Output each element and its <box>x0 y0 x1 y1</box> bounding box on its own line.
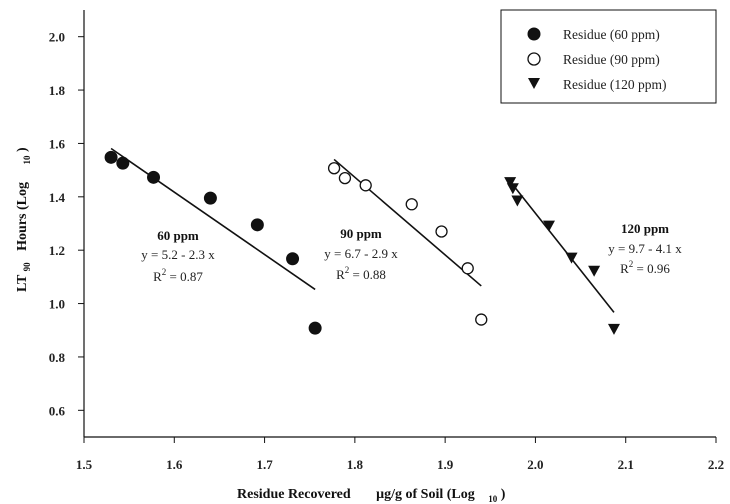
y-tick-label: 1.8 <box>49 83 66 98</box>
point-120ppm <box>504 177 517 189</box>
point-120ppm <box>511 195 524 207</box>
x-tick-label: 1.5 <box>76 457 93 472</box>
x-tick-label: 1.9 <box>437 457 454 472</box>
y-axis-title-lt-sub: 90 <box>22 262 32 272</box>
point-90ppm <box>461 262 474 275</box>
annotation-60ppm-r2: R2 = 0.87 <box>153 267 203 284</box>
x-axis-title-sub: 10 <box>488 494 498 504</box>
annotation-120ppm-r2: R2 = 0.96 <box>620 259 670 276</box>
legend-marker-90ppm <box>527 52 541 66</box>
point-120ppm <box>588 265 601 277</box>
x-tick-label: 1.8 <box>347 457 364 472</box>
annotation-120ppm-label: 120 ppm <box>621 221 669 236</box>
x-axis-title-unit: μg/g of Soil (Log <box>376 487 475 502</box>
fit-line-120ppm <box>509 180 615 313</box>
annotation-120ppm-r2-exp: 2 <box>629 259 634 269</box>
point-90ppm <box>338 171 352 185</box>
point-120ppm <box>565 252 578 264</box>
y-tick-label: 1.0 <box>49 297 65 312</box>
point-60ppm <box>147 170 161 184</box>
y-tick-label: 1.6 <box>49 136 66 151</box>
y-axis-title-lt: LT <box>15 274 30 292</box>
annotation-60ppm-r2-prefix: R <box>153 269 162 284</box>
y-axis-ticks: 0.6 0.8 1.0 1.2 1.4 1.6 1.8 2.0 <box>49 30 84 418</box>
point-120ppm <box>542 220 555 232</box>
annotation-90ppm-equation: y = 6.7 - 2.9 x <box>324 246 398 261</box>
x-tick-label: 2.1 <box>618 457 634 472</box>
annotation-60ppm-label: 60 ppm <box>157 228 199 243</box>
legend-label-120ppm: Residue (120 ppm) <box>563 77 667 92</box>
y-axis-title-close: ) <box>15 147 30 152</box>
x-tick-label: 1.7 <box>256 457 273 472</box>
point-120ppm <box>506 183 519 195</box>
annotation-90ppm-r2: R2 = 0.88 <box>336 265 386 282</box>
point-90ppm <box>405 198 418 211</box>
annotation-90ppm-r2-prefix: R <box>336 267 345 282</box>
point-60ppm <box>104 150 118 164</box>
point-60ppm <box>308 321 322 335</box>
y-axis-title-hours: Hours (Log <box>15 182 30 251</box>
x-axis-title-close: ) <box>501 487 506 502</box>
x-axis-title-main: Residue Recovered <box>237 487 351 502</box>
y-tick-label: 0.8 <box>49 350 66 365</box>
x-tick-label: 2.0 <box>527 457 543 472</box>
point-60ppm <box>116 156 130 170</box>
fit-line-60ppm <box>110 147 316 291</box>
point-90ppm <box>359 179 372 192</box>
legend-label-60ppm: Residue (60 ppm) <box>563 27 660 42</box>
annotation-90ppm-label: 90 ppm <box>340 226 382 241</box>
annotation-120ppm: 120 ppm y = 9.7 - 4.1 x R2 = 0.96 <box>608 221 682 276</box>
annotation-60ppm-r2-exp: 2 <box>162 267 167 277</box>
annotation-90ppm-r2-exp: 2 <box>345 265 350 275</box>
annotation-120ppm-r2-prefix: R <box>620 261 629 276</box>
legend-label-90ppm: Residue (90 ppm) <box>563 52 660 67</box>
y-tick-label: 2.0 <box>49 30 65 45</box>
x-tick-label: 1.6 <box>166 457 183 472</box>
point-60ppm <box>203 191 217 205</box>
fit-line-90ppm <box>333 158 482 287</box>
point-60ppm <box>286 252 300 266</box>
point-90ppm <box>475 313 488 326</box>
y-tick-label: 1.4 <box>49 190 66 205</box>
legend-marker-60ppm <box>527 27 541 41</box>
x-axis-ticks: 1.5 1.6 1.7 1.8 1.9 2.0 2.1 2.2 <box>76 437 724 472</box>
y-axis-title-log-sub: 10 <box>22 155 32 165</box>
annotation-90ppm: 90 ppm y = 6.7 - 2.9 x R2 = 0.88 <box>324 226 398 282</box>
point-90ppm <box>435 225 448 238</box>
x-tick-label: 2.2 <box>708 457 724 472</box>
legend-marker-120ppm <box>528 78 540 89</box>
regression-lines <box>110 147 615 313</box>
annotation-60ppm-r2-value: = 0.87 <box>166 269 203 284</box>
annotation-60ppm: 60 ppm y = 5.2 - 2.3 x R2 = 0.87 <box>141 228 215 284</box>
y-tick-label: 0.6 <box>49 403 66 418</box>
point-60ppm <box>250 218 264 232</box>
annotation-120ppm-equation: y = 9.7 - 4.1 x <box>608 241 682 256</box>
annotation-90ppm-r2-value: = 0.88 <box>349 267 386 282</box>
annotation-120ppm-r2-value: = 0.96 <box>633 261 670 276</box>
data-points <box>104 150 620 335</box>
x-axis-title: Residue Recovered μg/g of Soil (Log 10 ) <box>237 487 506 504</box>
annotation-60ppm-equation: y = 5.2 - 2.3 x <box>141 247 215 262</box>
legend: Residue (60 ppm) Residue (90 ppm) Residu… <box>500 9 717 104</box>
point-120ppm <box>607 323 620 335</box>
y-axis-title: LT 90 Hours (Log 10 ) <box>15 147 34 292</box>
point-90ppm <box>327 162 341 175</box>
y-tick-label: 1.2 <box>49 243 65 258</box>
